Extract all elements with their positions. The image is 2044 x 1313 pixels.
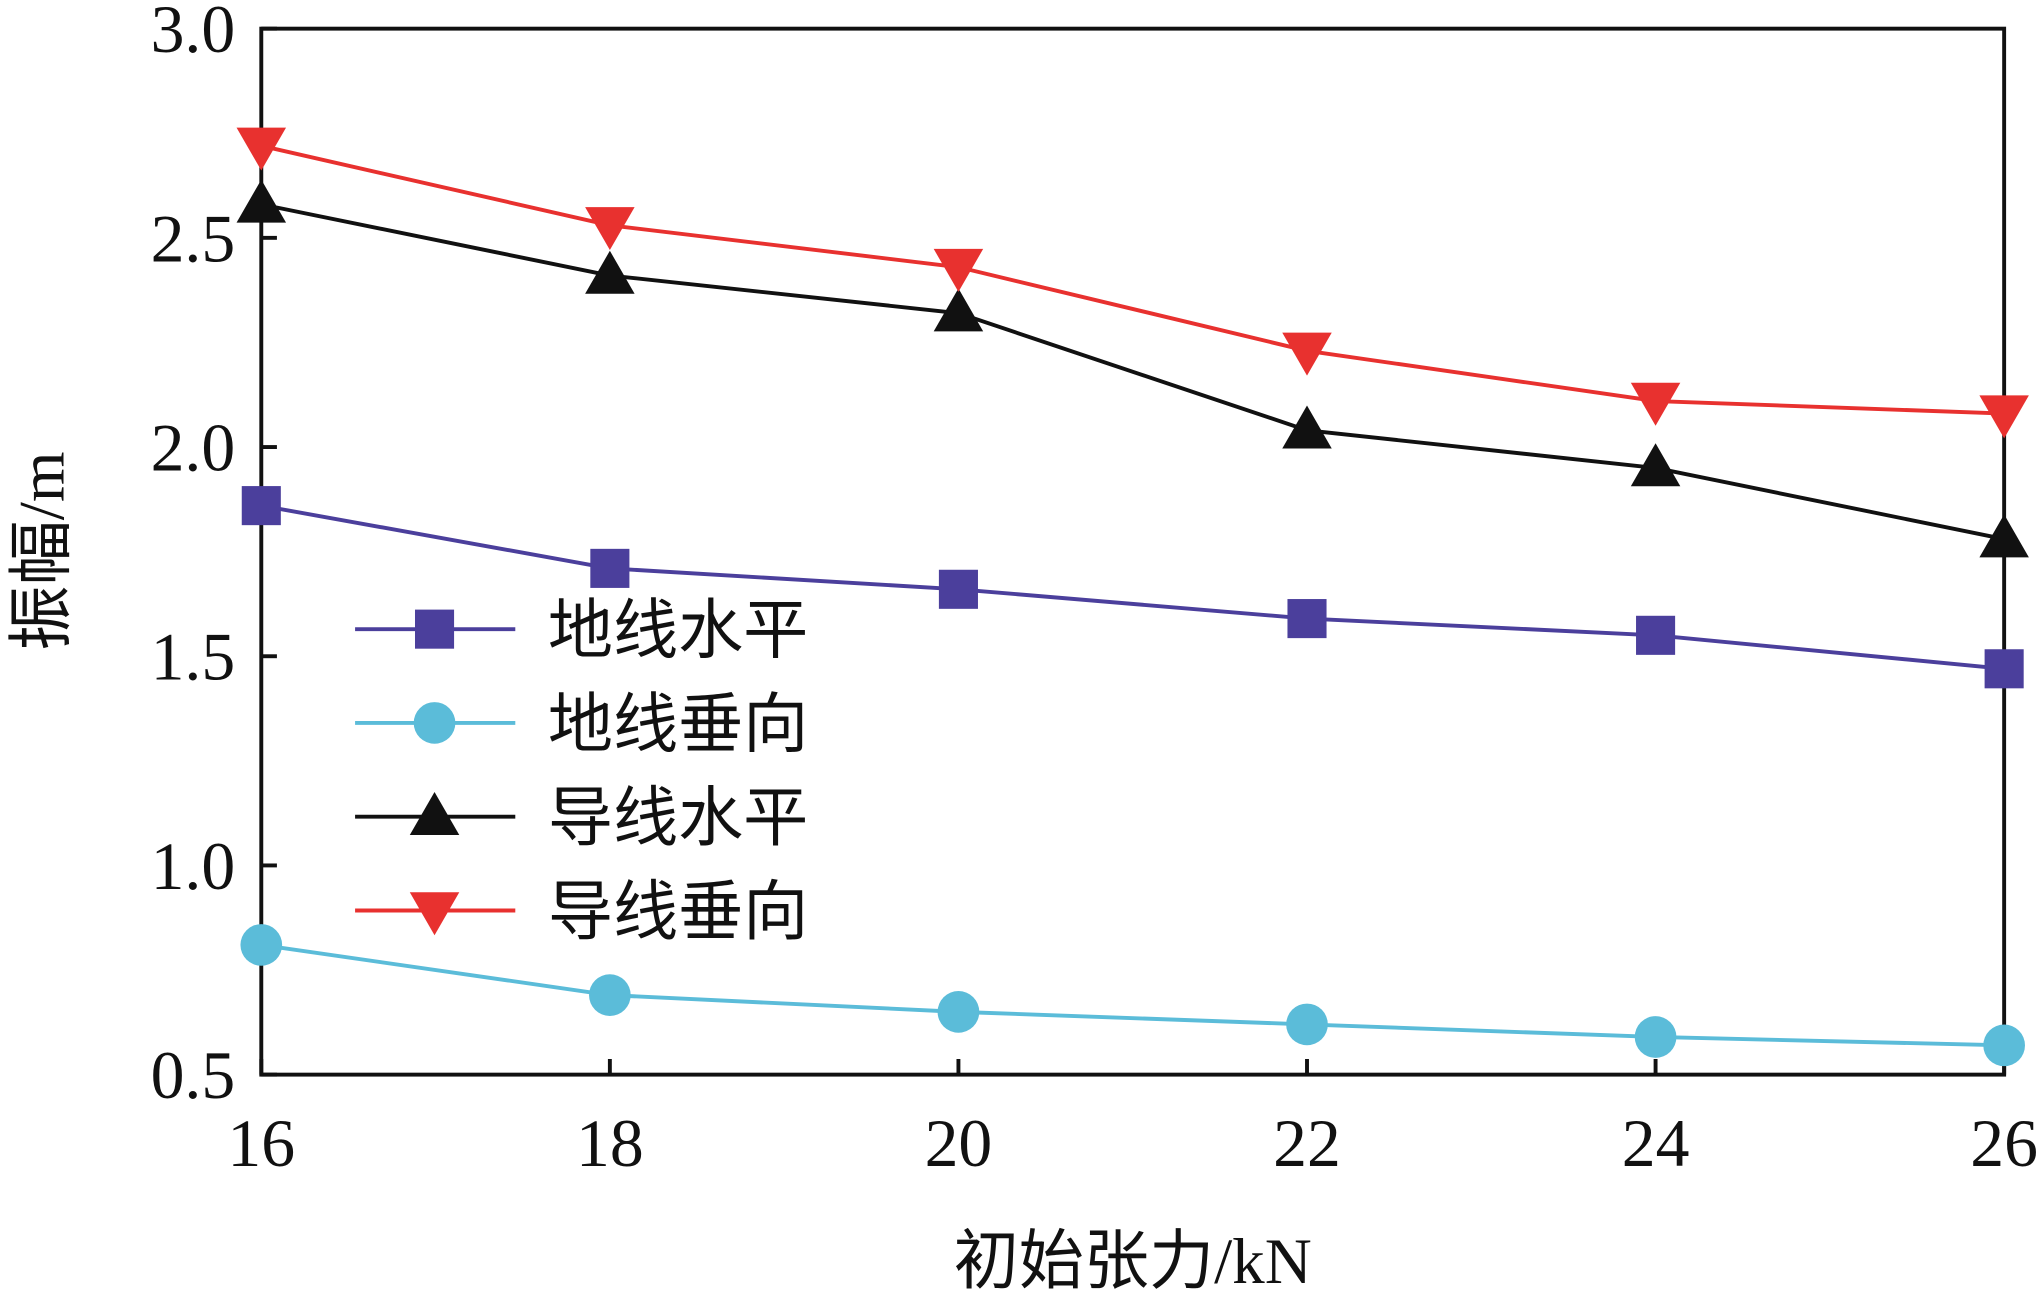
y-tick-label: 3.0	[151, 0, 236, 67]
marker	[933, 248, 984, 292]
marker	[241, 486, 281, 526]
y-tick-label: 2.0	[151, 410, 236, 485]
x-tick-label: 18	[576, 1106, 644, 1181]
legend-marker	[409, 791, 460, 835]
marker	[938, 569, 978, 609]
marker	[1984, 649, 2024, 689]
marker	[585, 207, 635, 251]
series-line	[260, 202, 2005, 542]
marker	[937, 991, 980, 1033]
marker	[1983, 1024, 2025, 1067]
series-line	[261, 942, 2005, 1048]
marker	[236, 179, 287, 223]
marker	[236, 127, 287, 171]
series-line	[260, 143, 2005, 416]
legend-marker	[414, 609, 455, 649]
marker	[1282, 332, 1332, 376]
marker	[1282, 405, 1332, 449]
marker	[589, 974, 631, 1016]
marker	[1636, 615, 1676, 655]
legend-marker	[409, 892, 460, 936]
marker	[1286, 1003, 1328, 1046]
legend-label: 导线垂向	[548, 877, 808, 949]
x-tick-label: 20	[925, 1106, 993, 1181]
marker	[590, 548, 630, 588]
series-line	[260, 503, 2005, 671]
legend-label: 地线水平	[548, 596, 808, 668]
x-axis-label: 初始张力/kN	[954, 1226, 1312, 1298]
x-tick-label: 16	[227, 1106, 295, 1181]
x-tick-label: 24	[1622, 1106, 1690, 1181]
legend-marker	[413, 702, 456, 744]
marker	[1630, 382, 1681, 426]
y-axis-label: 振幅/m	[6, 452, 78, 651]
marker	[1979, 395, 2029, 439]
marker	[933, 288, 984, 332]
legend-label: 地线垂向	[548, 689, 808, 761]
marker	[1979, 514, 2029, 558]
x-tick-label: 22	[1273, 1106, 1341, 1181]
y-tick-label: 2.5	[151, 201, 236, 276]
x-tick-label: 26	[1970, 1106, 2038, 1181]
y-tick-label: 0.5	[151, 1038, 236, 1113]
y-tick-label: 1.0	[151, 829, 236, 904]
y-tick-label: 1.5	[151, 620, 236, 695]
marker	[1634, 1016, 1677, 1058]
legend-label: 导线水平	[548, 783, 808, 855]
marker	[1287, 599, 1327, 639]
marker	[1630, 443, 1681, 487]
marker	[585, 250, 635, 294]
marker	[240, 924, 283, 966]
